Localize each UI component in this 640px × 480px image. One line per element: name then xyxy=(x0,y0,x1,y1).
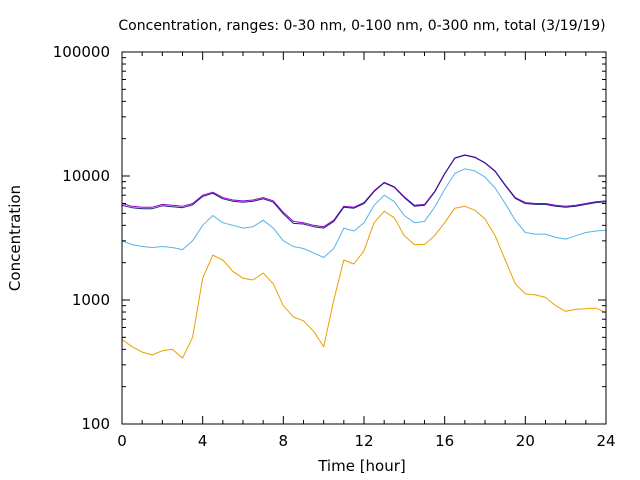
x-tick-label: 8 xyxy=(279,432,289,450)
axis-ticks xyxy=(121,51,607,425)
x-tick-label: 4 xyxy=(198,432,208,450)
x-tick-label: 12 xyxy=(354,432,373,450)
plot-lines xyxy=(121,154,607,359)
x-axis-label: Time [hour] xyxy=(317,457,406,475)
series-line-1 xyxy=(121,205,607,359)
x-tick-label: 0 xyxy=(117,432,127,450)
y-tick-label: 100 xyxy=(81,415,110,433)
y-tick-label: 1000 xyxy=(72,291,110,309)
y-tick-label: 100000 xyxy=(53,43,110,61)
series-line-4 xyxy=(121,154,607,229)
chart-title: Concentration, ranges: 0-30 nm, 0-100 nm… xyxy=(118,18,605,34)
series-line-3 xyxy=(121,154,607,228)
series-line-2 xyxy=(121,168,607,258)
axis-tick-labels: 0 4 8 12 16 20 24 100 1000 10000 100000 xyxy=(53,43,616,450)
x-tick-label: 24 xyxy=(596,432,615,450)
y-tick-label: 10000 xyxy=(62,167,110,185)
y-axis-label: Concentration xyxy=(6,185,24,291)
x-tick-label: 20 xyxy=(516,432,535,450)
x-tick-label: 16 xyxy=(435,432,454,450)
